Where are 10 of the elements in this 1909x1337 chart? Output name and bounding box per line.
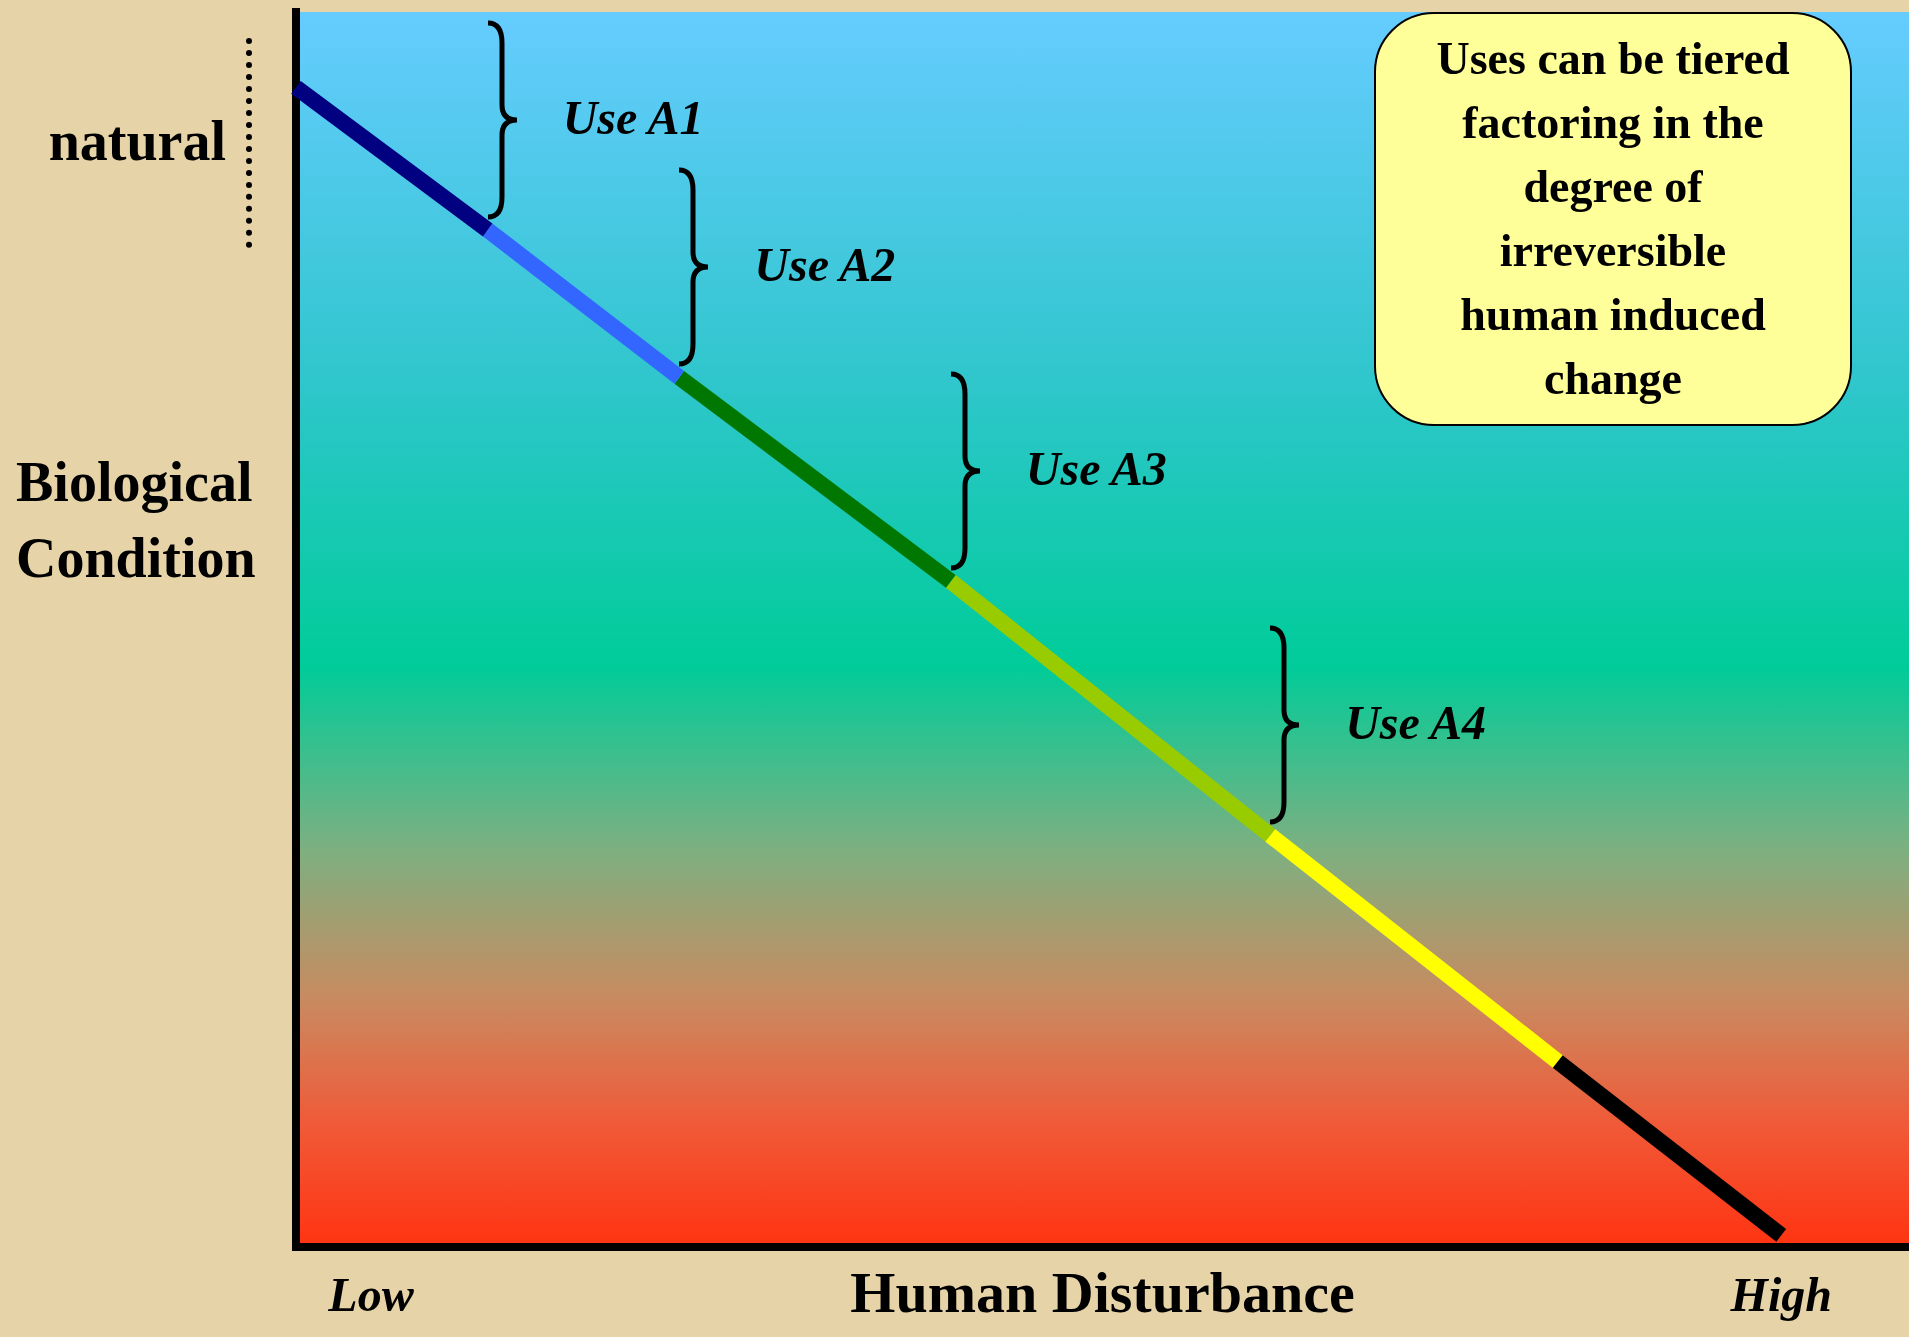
annotation: Use A1 [562,90,704,145]
annotation: Use A4 [1345,695,1487,751]
text: Low [327,1267,415,1322]
annotation: Use A2 [754,237,896,293]
text: High [1729,1267,1833,1322]
annotation: Use A3 [1025,441,1167,497]
annotation: Uses can be tiered factoring in the degree of irreversible human induced change [1374,12,1852,426]
x-axis-title: Human Disturbance [850,1260,1355,1325]
text: natural [48,109,226,174]
y-axis-title: Biological Condition [16,450,257,592]
